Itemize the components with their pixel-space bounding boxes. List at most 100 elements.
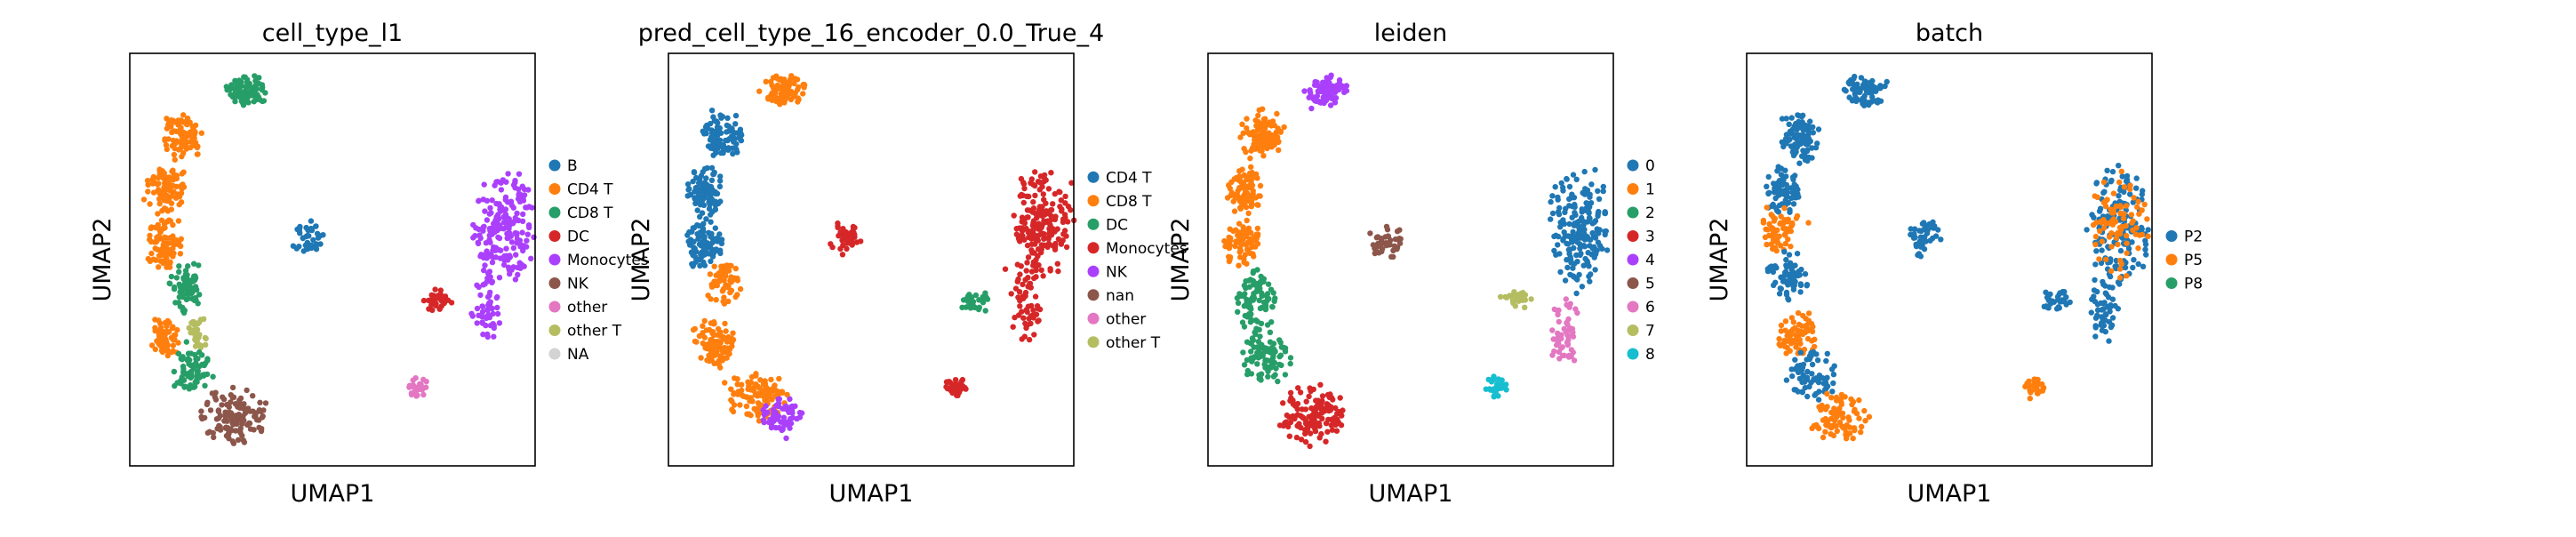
data-point (1302, 438, 1309, 445)
data-point (1861, 407, 1868, 414)
data-point (1884, 78, 1890, 85)
data-point (716, 270, 722, 277)
data-point (1041, 231, 1047, 237)
legend-label: 6 (1645, 299, 1655, 317)
data-point (1040, 273, 1046, 279)
data-point (1570, 172, 1577, 178)
data-point (150, 176, 156, 182)
data-point (1226, 182, 1232, 188)
data-point (2135, 198, 2141, 204)
data-point (730, 408, 737, 415)
legend-marker (1087, 218, 1100, 230)
data-point (432, 286, 438, 293)
data-point (2143, 252, 2149, 258)
data-point (753, 371, 759, 377)
data-point (2115, 241, 2121, 248)
data-point (173, 275, 180, 281)
data-point (157, 320, 164, 327)
data-point (1777, 342, 1784, 349)
data-point (1781, 272, 1788, 279)
data-point (164, 340, 170, 346)
data-point (1570, 228, 1576, 236)
data-point (1244, 217, 1250, 224)
data-point (1840, 425, 1846, 431)
data-point (152, 346, 158, 353)
data-point (1030, 199, 1036, 205)
data-point (1572, 220, 1578, 227)
data-point (774, 391, 781, 398)
data-point (1015, 276, 1021, 283)
data-point (1850, 435, 1856, 442)
legend-label: B (567, 157, 578, 175)
data-point (250, 408, 256, 414)
data-point (844, 235, 852, 241)
data-point (1388, 253, 1395, 260)
data-point (1041, 236, 1047, 242)
data-point (164, 264, 170, 270)
data-point (722, 380, 728, 386)
data-point (470, 235, 476, 241)
data-point (708, 164, 716, 171)
data-point (716, 361, 722, 367)
data-point (2099, 238, 2105, 244)
data-point (1046, 229, 1052, 236)
data-point (2094, 194, 2100, 200)
umap-panel-3: leiden UMAP1 UMAP2 0 1 2 3 4 5 6 7 8 (1167, 20, 1655, 508)
data-point (1837, 396, 1844, 403)
data-point (1024, 242, 1031, 249)
data-point (1275, 134, 1281, 140)
data-point (1815, 397, 1822, 403)
data-point (2092, 277, 2098, 284)
data-point (1790, 201, 1797, 207)
data-point (1796, 367, 1803, 373)
data-point (1562, 277, 1569, 284)
data-point (505, 264, 512, 270)
data-point (183, 339, 189, 345)
data-point (788, 407, 796, 413)
data-point (1270, 373, 1277, 380)
data-point (1599, 245, 1605, 252)
data-point (1264, 322, 1271, 328)
data-point (1568, 260, 1574, 266)
data-point (1792, 262, 1798, 268)
legend-label: CD8 T (1106, 193, 1152, 211)
data-point (153, 239, 159, 245)
data-point (184, 272, 190, 278)
data-point (1256, 297, 1262, 304)
data-point (168, 247, 174, 253)
data-point (1573, 290, 1580, 297)
data-point (703, 216, 709, 222)
data-point (724, 339, 731, 345)
data-point (196, 292, 203, 298)
data-point (1245, 225, 1252, 231)
legend-marker (1627, 253, 1639, 266)
data-point (1020, 315, 1027, 321)
data-point (694, 222, 700, 228)
data-point (800, 91, 806, 97)
data-point (2094, 288, 2100, 295)
data-point (731, 402, 738, 408)
data-point (313, 246, 320, 252)
data-point (1571, 244, 1577, 252)
data-point (1775, 209, 1782, 215)
data-point (519, 261, 525, 268)
legend-label: NA (567, 346, 589, 364)
data-point (788, 403, 796, 410)
data-point (720, 336, 726, 342)
data-point (2129, 220, 2135, 226)
data-point (173, 175, 180, 181)
data-point (315, 235, 322, 241)
legend-marker (548, 253, 561, 266)
data-point (1564, 319, 1570, 326)
data-point (476, 284, 482, 291)
data-point (232, 413, 238, 419)
data-point (498, 208, 504, 214)
data-point (1804, 157, 1811, 164)
data-point (1057, 188, 1063, 196)
data-point (1814, 424, 1820, 430)
data-point (2109, 221, 2116, 228)
data-point (1323, 438, 1329, 445)
data-point (2100, 179, 2108, 186)
data-point (712, 206, 718, 212)
data-point (700, 340, 706, 347)
